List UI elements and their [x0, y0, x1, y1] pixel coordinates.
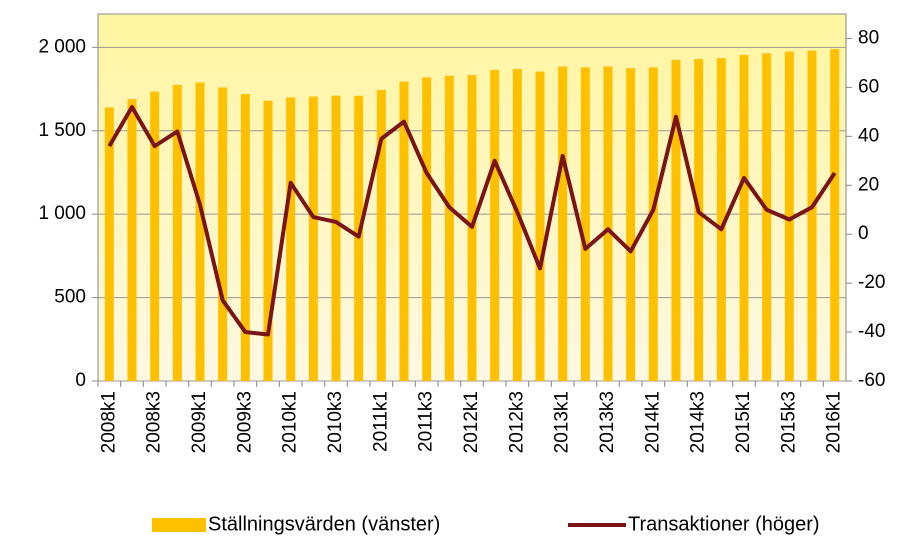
x-tick-label: 2016k1: [824, 391, 845, 453]
bar: [263, 100, 273, 381]
bar: [286, 97, 296, 381]
x-tick-label: 2012k3: [506, 391, 527, 453]
y2-tick-label: 60: [858, 76, 879, 97]
bar: [830, 49, 840, 381]
bar: [444, 75, 454, 382]
bar: [490, 69, 500, 381]
x-tick-label: 2008k3: [144, 391, 165, 453]
x-tick-label: 2009k3: [234, 391, 255, 453]
y-tick-label: 1 500: [38, 120, 86, 141]
y-tick-label: 500: [54, 287, 86, 308]
x-tick-label: 2011k3: [416, 391, 437, 452]
legend-label: Ställningsvärden (vänster): [208, 513, 440, 535]
bar: [150, 91, 160, 381]
y2-tick-label: 20: [858, 174, 879, 195]
bar: [376, 89, 386, 381]
bar: [739, 54, 749, 381]
bar: [558, 66, 568, 381]
bar: [671, 59, 681, 381]
x-tick-label: 2015k3: [778, 391, 799, 453]
x-tick-label: 2012k1: [461, 391, 482, 453]
bar: [422, 77, 432, 382]
bar: [172, 84, 182, 381]
y2-tick-label: 80: [858, 27, 879, 48]
x-tick-label: 2013k3: [597, 391, 618, 453]
bar: [807, 50, 817, 381]
bar: [127, 99, 137, 381]
y2-tick-label: -60: [858, 370, 885, 391]
x-tick-label: 2014k1: [642, 391, 663, 453]
bar: [580, 67, 590, 381]
legend-swatch: [152, 518, 206, 532]
bar: [626, 68, 636, 381]
x-tick-label: 2014k3: [688, 391, 709, 453]
bar: [240, 94, 250, 381]
bar: [603, 66, 613, 381]
bar: [399, 81, 409, 381]
bar: [762, 53, 772, 382]
bar: [648, 67, 658, 381]
bar: [784, 51, 794, 382]
bar: [331, 95, 341, 381]
y-tick-label: 2 000: [38, 36, 86, 57]
x-tick-label: 2013k1: [552, 391, 573, 453]
y-tick-label: 1 000: [38, 203, 86, 224]
x-tick-label: 2015k1: [733, 391, 754, 453]
bar: [694, 59, 704, 382]
bar: [308, 96, 318, 381]
x-tick-label: 2010k1: [280, 391, 301, 453]
bar: [195, 82, 205, 382]
y2-tick-label: -20: [858, 272, 885, 293]
legend-label: Transaktioner (höger): [628, 513, 820, 535]
x-tick-label: 2008k1: [98, 391, 119, 453]
y2-tick-label: -40: [858, 321, 885, 342]
line: [107, 104, 837, 337]
bar: [535, 71, 545, 381]
bar: [716, 58, 726, 381]
x-tick-label: 2009k1: [189, 391, 210, 453]
x-tick-label: 2011k1: [370, 391, 391, 452]
bar: [512, 69, 522, 382]
x-tick-label: 2010k3: [325, 391, 346, 453]
bar: [218, 87, 228, 382]
y2-tick-label: 0: [858, 223, 869, 244]
y2-tick-label: 40: [858, 125, 879, 146]
bar: [104, 107, 114, 381]
y-tick-label: 0: [75, 370, 86, 391]
